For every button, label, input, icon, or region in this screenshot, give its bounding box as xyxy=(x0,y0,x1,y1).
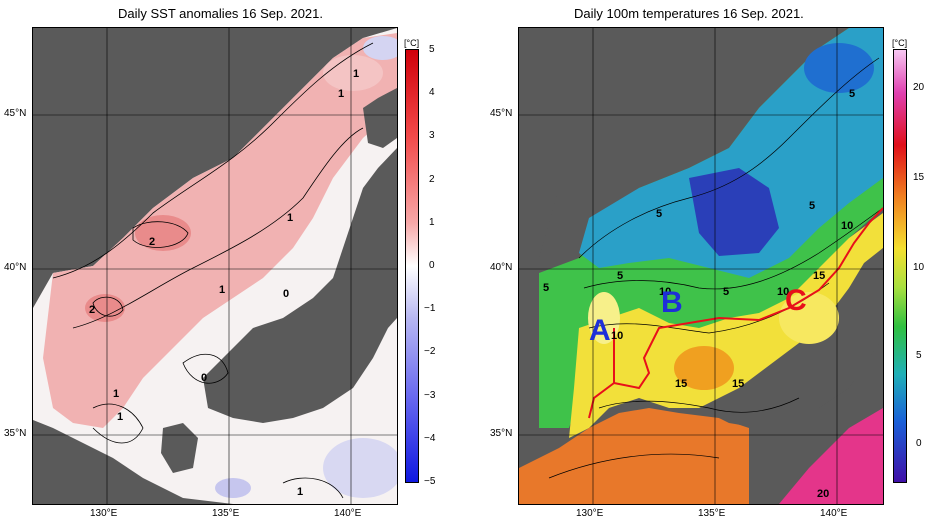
contour-label: 1 xyxy=(287,212,294,224)
lat-tick-40: 40°N xyxy=(490,262,513,273)
hokkaido-land xyxy=(363,88,397,148)
lat-tick-45: 45°N xyxy=(4,108,27,119)
temperature-layers xyxy=(519,28,883,504)
contour-label: 2 xyxy=(89,304,96,316)
japan-land xyxy=(709,248,883,428)
cbar-tick: 5 xyxy=(429,44,435,55)
cbar-tick: 10 xyxy=(913,262,925,273)
cbar-tick: 5 xyxy=(916,350,922,361)
temperature-100m-map: 5 5 5 5 5 5 10 10 10 15 15 15 10 20 A B … xyxy=(518,27,884,505)
warm-pocket-3 xyxy=(674,346,734,390)
cold-core-2 xyxy=(804,43,874,93)
contour-label: 10 xyxy=(841,220,854,232)
contour-label: 1 xyxy=(353,68,360,80)
cbar-tick: −4 xyxy=(424,433,436,444)
cbar-tick: −1 xyxy=(424,303,436,314)
lat-tick-35: 35°N xyxy=(490,428,513,439)
contour-label: 1 xyxy=(338,88,345,100)
contour-label: 0 xyxy=(283,288,290,300)
lon-tick-135: 135°E xyxy=(212,508,240,519)
cool-pocket-3 xyxy=(215,478,251,498)
contour-label: 15 xyxy=(675,378,688,390)
contour-label: 1 xyxy=(297,486,304,498)
warm-anomaly-area xyxy=(43,33,397,428)
contour-label: 1 xyxy=(117,411,124,423)
lon-tick-130: 130°E xyxy=(90,508,118,519)
korea-land xyxy=(519,28,639,278)
cbar-tick: 0 xyxy=(429,260,435,271)
contour-label: 5 xyxy=(849,88,856,100)
section-label-a: A xyxy=(589,314,611,347)
cbar-tick: 2 xyxy=(429,174,435,185)
section-label-b: B xyxy=(661,286,683,319)
cbar-tick: 20 xyxy=(913,82,925,93)
warm-core-3 xyxy=(323,55,383,91)
lon-tick-140: 140°E xyxy=(334,508,362,519)
cbar-tick: 4 xyxy=(429,87,435,98)
lat-tick-35: 35°N xyxy=(4,428,27,439)
left-colorbar-unit: [°C] xyxy=(404,38,420,48)
section-line xyxy=(588,207,883,419)
cbar-tick: 3 xyxy=(429,130,435,141)
contour-label: 5 xyxy=(809,200,816,212)
contour-label: 5 xyxy=(543,282,550,294)
sst-anomaly-layers xyxy=(33,28,397,504)
contour-label: 2 xyxy=(149,236,156,248)
contour-label: 1 xyxy=(219,284,226,296)
cold-water-area xyxy=(579,28,883,278)
cbar-tick: −3 xyxy=(424,390,436,401)
contour-label: 5 xyxy=(723,286,730,298)
section-label-c: C xyxy=(785,284,807,317)
cbar-tick: −5 xyxy=(424,476,436,487)
right-colorbar-unit: [°C] xyxy=(892,38,908,48)
cbar-tick: 0 xyxy=(916,438,922,449)
lon-tick-135: 135°E xyxy=(698,508,726,519)
sst-anomaly-colorbar xyxy=(405,49,419,483)
left-panel-title: Daily SST anomalies 16 Sep. 2021. xyxy=(118,6,323,21)
contour-label: 10 xyxy=(777,286,790,298)
kuroshio-area xyxy=(779,408,883,504)
contour-label: 10 xyxy=(659,286,672,298)
contour-label: 15 xyxy=(732,378,745,390)
contour-label: 15 xyxy=(813,270,826,282)
lon-tick-130: 130°E xyxy=(576,508,604,519)
contour-label: 0 xyxy=(201,372,208,384)
lon-tick-140: 140°E xyxy=(820,508,848,519)
temperature-colorbar xyxy=(893,49,907,483)
warm-core-1 xyxy=(135,215,191,251)
kyushu-land xyxy=(161,423,198,473)
cbar-tick: 1 xyxy=(429,217,435,228)
contour-label: 5 xyxy=(656,208,663,220)
right-panel-title: Daily 100m temperatures 16 Sep. 2021. xyxy=(574,6,804,21)
sst-anomaly-map: 1 1 2 1 2 0 0 1 1 1 1 xyxy=(32,27,398,505)
contour-label: 5 xyxy=(617,270,624,282)
lat-tick-40: 40°N xyxy=(4,262,27,273)
contour-label: 20 xyxy=(817,488,830,500)
warm-pocket-1 xyxy=(588,292,620,344)
cbar-tick: −2 xyxy=(424,346,436,357)
contour-label: 10 xyxy=(611,330,624,342)
cool-pocket-1 xyxy=(363,36,397,60)
warm-band xyxy=(569,213,883,438)
contour-label: 1 xyxy=(113,388,120,400)
coldest-core xyxy=(689,168,779,256)
japan-land xyxy=(203,148,397,423)
lat-tick-45: 45°N xyxy=(490,108,513,119)
cbar-tick: 15 xyxy=(913,172,925,183)
cool-pocket-2 xyxy=(323,438,397,498)
